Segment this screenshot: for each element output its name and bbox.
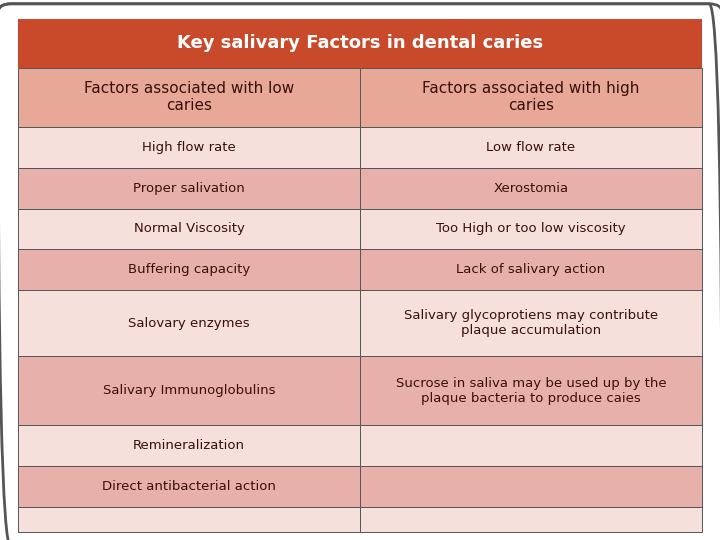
Bar xyxy=(18,508,360,532)
Text: Salivary Immunoglobulins: Salivary Immunoglobulins xyxy=(103,384,275,397)
Text: Factors associated with low
caries: Factors associated with low caries xyxy=(84,81,294,113)
Bar xyxy=(360,68,702,126)
Bar xyxy=(360,467,702,508)
FancyBboxPatch shape xyxy=(0,4,720,540)
Bar xyxy=(18,356,360,426)
Text: Salivary glycoprotiens may contribute
plaque accumulation: Salivary glycoprotiens may contribute pl… xyxy=(404,309,658,337)
Bar xyxy=(18,291,360,356)
Bar xyxy=(18,167,360,208)
Bar xyxy=(18,208,360,249)
Text: Proper salivation: Proper salivation xyxy=(133,181,245,194)
Bar xyxy=(360,208,702,249)
Text: Too High or too low viscosity: Too High or too low viscosity xyxy=(436,222,626,235)
Bar xyxy=(360,356,702,426)
Text: Salovary enzymes: Salovary enzymes xyxy=(128,316,250,329)
Bar xyxy=(18,68,360,126)
Bar xyxy=(360,291,702,356)
Bar xyxy=(360,167,702,208)
Text: Key salivary Factors in dental caries: Key salivary Factors in dental caries xyxy=(177,34,543,52)
Bar xyxy=(360,126,702,167)
Text: High flow rate: High flow rate xyxy=(142,140,236,153)
Text: Buffering capacity: Buffering capacity xyxy=(128,264,250,276)
Bar xyxy=(360,508,702,532)
Bar xyxy=(18,19,702,68)
Text: Sucrose in saliva may be used up by the
plaque bacteria to produce caies: Sucrose in saliva may be used up by the … xyxy=(396,377,666,404)
Text: Remineralization: Remineralization xyxy=(133,440,245,453)
Text: Low flow rate: Low flow rate xyxy=(487,140,575,153)
Bar xyxy=(18,426,360,467)
Bar xyxy=(18,126,360,167)
Bar xyxy=(360,426,702,467)
Text: Lack of salivary action: Lack of salivary action xyxy=(456,264,606,276)
Text: Direct antibacterial action: Direct antibacterial action xyxy=(102,481,276,494)
Text: Xerostomia: Xerostomia xyxy=(493,181,569,194)
Bar xyxy=(18,467,360,508)
Text: Normal Viscosity: Normal Viscosity xyxy=(134,222,244,235)
Bar xyxy=(360,249,702,291)
Text: Factors associated with high
caries: Factors associated with high caries xyxy=(423,81,639,113)
Bar xyxy=(18,249,360,291)
